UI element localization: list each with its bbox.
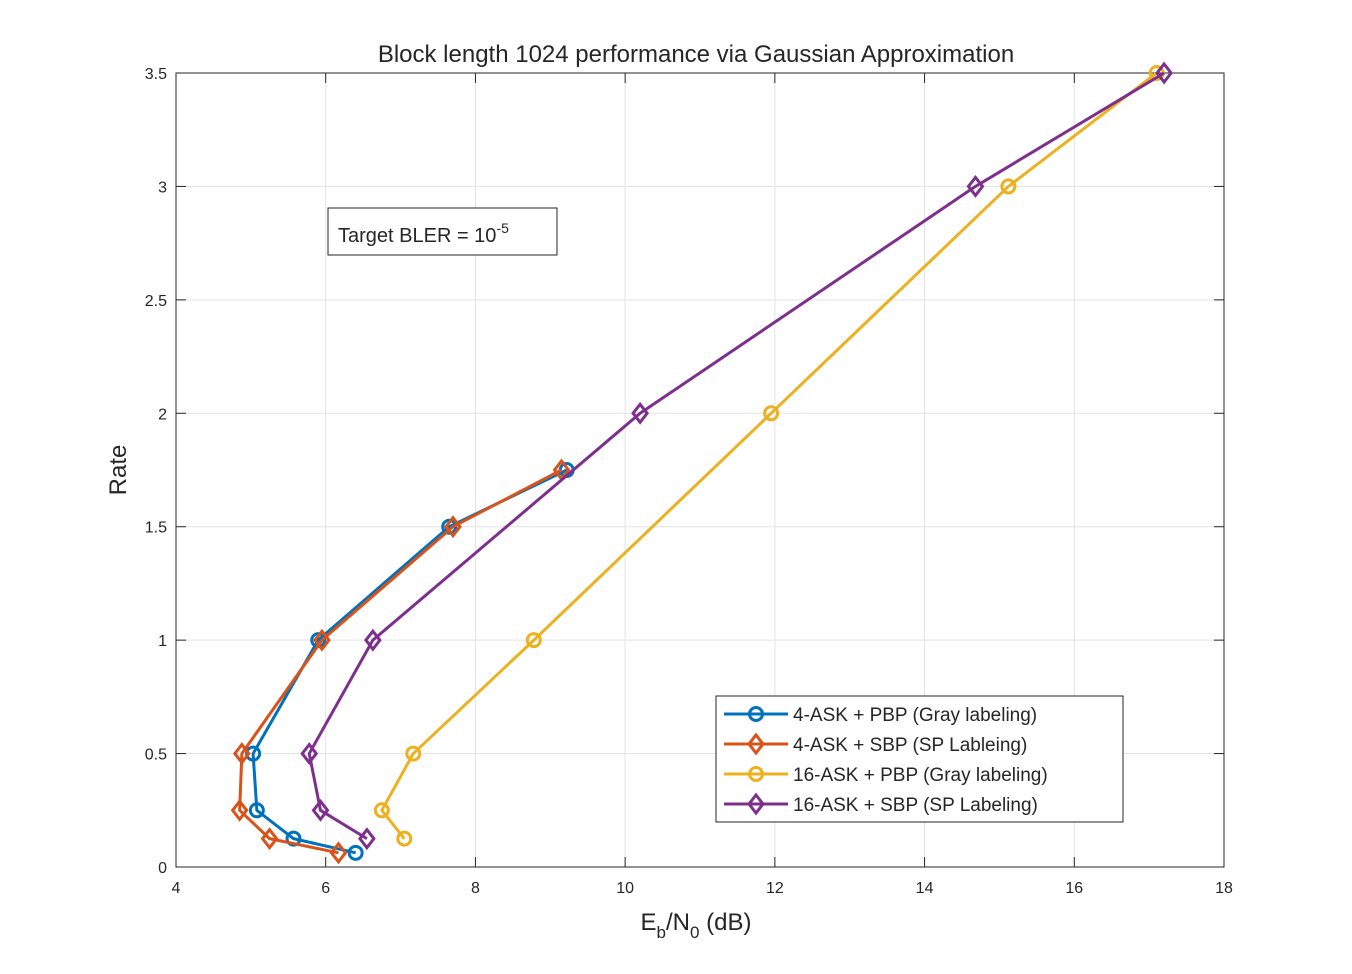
data-point-circle xyxy=(525,632,542,649)
legend-item: 4-ASK + PBP (Gray labeling) xyxy=(724,705,1037,726)
chart-title: Block length 1024 performance via Gaussi… xyxy=(378,41,1014,68)
data-point-circle xyxy=(285,830,302,847)
y-tick-label: 1.5 xyxy=(145,520,167,537)
plot-area-frame xyxy=(175,72,1225,868)
y-tick-label: 2 xyxy=(158,406,167,423)
data-point-diamond xyxy=(966,174,985,198)
data-point-diamond xyxy=(444,515,462,539)
legend-swatch-marker xyxy=(748,706,764,722)
data-point-diamond xyxy=(1155,61,1174,85)
x-tick-label: 18 xyxy=(1215,880,1233,897)
data-point-diamond xyxy=(329,841,348,865)
y-tick-label: 2.5 xyxy=(145,293,167,310)
legend-label: 4-ASK + SBP (SP Lableing) xyxy=(793,735,1027,756)
annotation-box: Target BLER = 10-5 xyxy=(327,207,558,256)
series-line xyxy=(307,71,1165,840)
y-tick-label: 1 xyxy=(158,633,167,650)
data-point-circle xyxy=(763,405,780,422)
series-4 xyxy=(300,61,1174,851)
series-line xyxy=(380,71,1158,840)
x-tick-label: 12 xyxy=(766,880,784,897)
legend-label: 16-ASK + SBP (SP Labeling) xyxy=(793,795,1038,816)
x-axis-title: Eb/N0 (dB) xyxy=(641,909,752,942)
grid xyxy=(176,73,1224,867)
x-tick-label: 8 xyxy=(471,880,480,897)
series-line xyxy=(251,468,568,855)
data-point-circle xyxy=(1000,178,1017,195)
data-point-circle xyxy=(245,745,262,762)
x-axis-title-units: (dB) xyxy=(699,909,751,936)
y-tick-label: 0.5 xyxy=(145,747,167,764)
legend-item: 16-ASK + SBP (SP Labeling) xyxy=(724,792,1038,816)
annotation-text: Target BLER = 10-5 xyxy=(338,220,509,247)
legend-item: 4-ASK + SBP (SP Lableing) xyxy=(724,732,1027,756)
data-point-diamond xyxy=(260,827,279,851)
data-point-diamond xyxy=(311,798,330,822)
data-point-diamond xyxy=(631,401,650,425)
legend-frame xyxy=(715,695,1124,823)
data-point-circle xyxy=(405,745,422,762)
data-point-circle xyxy=(347,844,364,861)
series-3 xyxy=(373,65,1165,847)
x-axis-title-e: E xyxy=(641,909,657,936)
legend-item: 16-ASK + PBP (Gray labeling) xyxy=(724,765,1048,786)
data-point-diamond xyxy=(357,827,376,851)
data-point-diamond xyxy=(230,798,249,822)
data-point-diamond xyxy=(363,628,382,652)
data-point-diamond xyxy=(313,628,331,652)
y-tick-label: 0 xyxy=(158,860,167,877)
x-tick-label: 6 xyxy=(321,880,330,897)
x-tick-label: 4 xyxy=(172,880,181,897)
annotation-frame xyxy=(327,207,558,256)
annotation-main: Target BLER = 10 xyxy=(338,225,496,247)
data-point-circle xyxy=(373,802,390,819)
data-point-circle xyxy=(248,802,265,819)
legend-label: 4-ASK + PBP (Gray labeling) xyxy=(793,705,1037,726)
y-tick-label: 3.5 xyxy=(145,66,167,83)
legend: 4-ASK + PBP (Gray labeling) 4-ASK + SBP (… xyxy=(715,695,1124,823)
data-point-circle xyxy=(396,830,413,847)
series-line xyxy=(238,468,563,855)
x-axis-title-sub-b: b xyxy=(657,923,666,942)
legend-swatch-marker xyxy=(748,766,764,782)
x-axis-title-sub-0: 0 xyxy=(690,923,699,942)
data-point-diamond xyxy=(300,742,319,766)
legend-label: 16-ASK + PBP (Gray labeling) xyxy=(793,765,1048,786)
x-tick-label: 10 xyxy=(616,880,634,897)
data-series xyxy=(230,61,1174,865)
x-tick-label: 14 xyxy=(916,880,934,897)
annotation-exponent: -5 xyxy=(496,220,509,236)
data-point-diamond xyxy=(232,742,251,766)
y-axis-title: Rate xyxy=(105,445,132,496)
x-axis-title-n: /N xyxy=(666,909,690,936)
legend-swatch-marker xyxy=(747,732,765,756)
y-tick-label: 3 xyxy=(158,179,167,196)
legend-swatch-marker xyxy=(747,792,765,816)
axis-ticks: 4 6 8 10 12 14 16 18 0 0.5 1 1.5 2 2.5 3 3.5 xyxy=(145,66,1233,897)
legend-entries: 4-ASK + PBP (Gray labeling) 4-ASK + SBP (… xyxy=(724,705,1048,816)
x-tick-label: 16 xyxy=(1065,880,1083,897)
